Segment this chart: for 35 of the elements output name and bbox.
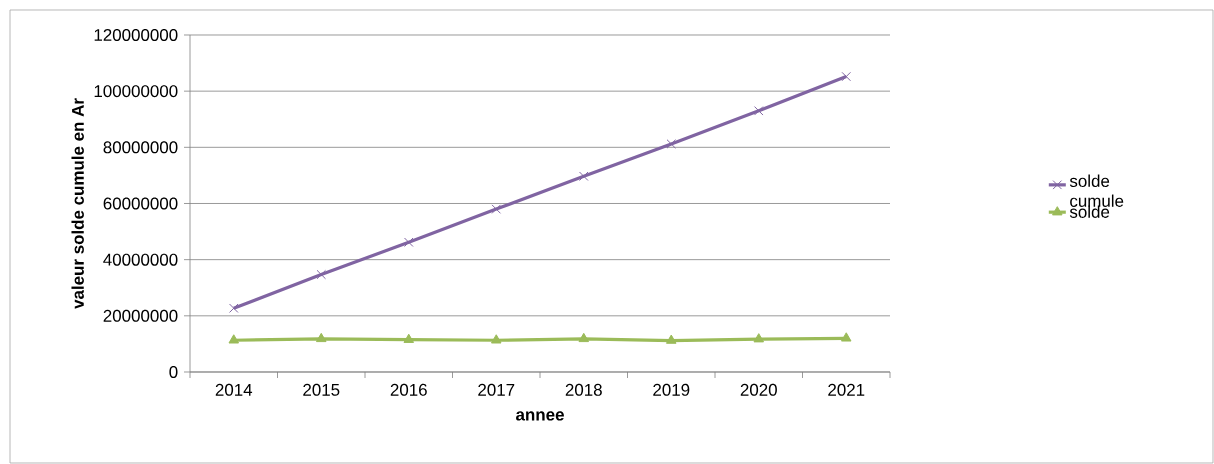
point [753,333,765,343]
x-tick-label: 2020 [740,383,777,396]
point [403,333,415,343]
point [490,334,502,344]
point [316,269,326,280]
point [491,204,501,214]
y-tick-label: 60000000 [103,197,178,210]
x-axis-title: annee [516,411,564,421]
point [229,303,239,313]
x-tick-label: 2016 [390,383,427,396]
x-tick-label: 2014 [215,383,253,396]
x-tick-label: 2015 [303,383,340,396]
legend-label: solde [1069,205,1110,218]
point [578,332,590,343]
point [841,71,851,82]
point [665,334,677,344]
x-tick-label: 2018 [565,383,602,396]
y-tick-label: 100000000 [94,85,178,98]
y-axis-title: valeur solde cumule en Ar [71,98,84,309]
x-tick-label: 2021 [828,383,865,396]
y-tick-label: 80000000 [103,141,178,154]
y-tick-label: 120000000 [94,28,178,41]
point [579,171,589,181]
point [228,334,240,344]
point [840,332,852,342]
y-tick-label: 0 [169,365,178,378]
y-tick-label: 20000000 [103,309,178,322]
point [666,139,676,149]
legend-label: solde cumule [1069,174,1124,207]
point [754,106,764,116]
point [315,332,327,343]
point [404,237,414,247]
x-tick-label: 2019 [653,383,690,396]
y-tick-label: 40000000 [103,253,178,266]
x-tick-label: 2017 [478,383,515,396]
